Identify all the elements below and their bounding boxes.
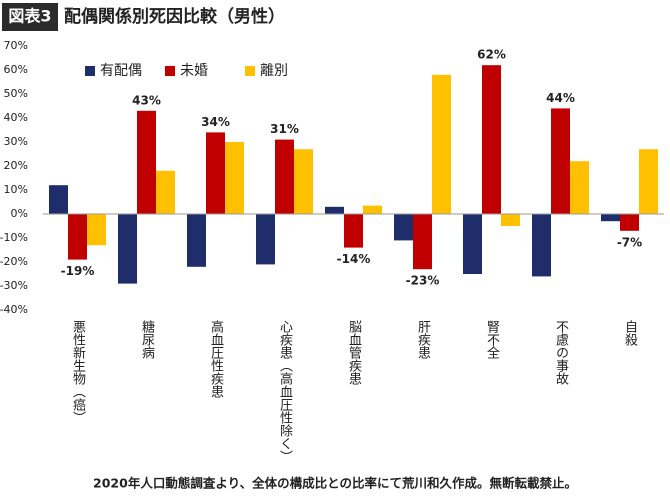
bar — [532, 214, 551, 277]
y-tick-label: 0% — [11, 207, 28, 220]
bar — [601, 214, 620, 222]
y-tick-label: -30% — [0, 279, 28, 292]
bar — [87, 214, 106, 246]
y-tick-label: -10% — [0, 231, 28, 244]
bar — [501, 214, 520, 226]
y-tick-label: 70% — [4, 39, 28, 52]
x-tick-label: 自殺 — [622, 320, 638, 347]
bar — [225, 142, 244, 214]
bar — [570, 161, 589, 214]
bar — [156, 170, 175, 214]
bar — [275, 139, 294, 214]
bar — [551, 108, 570, 214]
legend-swatch — [245, 66, 255, 76]
bar — [294, 149, 313, 214]
x-tick-label: 肝疾患 — [415, 320, 431, 359]
bar — [344, 214, 363, 248]
y-tick-label: 20% — [4, 159, 28, 172]
bar — [363, 205, 382, 214]
bar — [620, 214, 639, 231]
legend-label: 離別 — [260, 62, 288, 79]
y-tick-label: 30% — [4, 135, 28, 148]
data-label: 44% — [546, 91, 575, 105]
y-tick-label: -20% — [0, 255, 28, 268]
x-tick-label: 心疾患（高血圧性除く） — [277, 320, 293, 463]
badge-box — [2, 3, 58, 31]
x-tick-label: 糖尿病 — [139, 319, 155, 359]
data-label: -7% — [617, 235, 642, 249]
y-tick-label: 60% — [4, 63, 28, 76]
data-label: -23% — [406, 274, 440, 288]
data-label: 31% — [270, 122, 299, 136]
badge: 図表3 — [8, 7, 51, 26]
x-tick-label: 高血圧性疾患 — [208, 319, 224, 398]
data-label: -14% — [337, 252, 371, 266]
bar — [325, 206, 344, 214]
bar — [256, 214, 275, 265]
bar — [482, 65, 501, 214]
x-tick-label: 腎不全 — [484, 320, 500, 359]
chart-title: 配偶関係別死因比較（男性） — [64, 6, 285, 27]
y-tick-label: -40% — [0, 303, 28, 316]
bar — [463, 214, 482, 274]
bar — [68, 214, 87, 260]
y-tick-label: 40% — [4, 111, 28, 124]
bar — [206, 132, 225, 214]
legend-swatch — [165, 66, 175, 76]
bar — [49, 185, 68, 214]
bar — [118, 214, 137, 284]
footnote: 2020年人口動態調査より、全体の構成比との比率にて荒川和久作成。無断転載禁止。 — [93, 476, 577, 491]
x-tick-label: 脳血管疾患 — [346, 320, 362, 385]
legend-swatch — [85, 66, 95, 76]
data-label: -19% — [61, 264, 95, 278]
bar — [639, 149, 658, 214]
bar — [432, 74, 451, 214]
bar — [137, 110, 156, 214]
data-label: 62% — [477, 48, 506, 62]
y-tick-label: 50% — [4, 87, 28, 100]
bar — [413, 214, 432, 270]
legend-label: 未婚 — [180, 63, 208, 79]
legend-label: 有配偶 — [100, 63, 142, 79]
bar — [187, 214, 206, 267]
y-tick-label: 10% — [4, 183, 28, 196]
bar — [394, 214, 413, 241]
data-label: 43% — [132, 93, 161, 107]
data-label: 34% — [201, 115, 230, 129]
x-tick-label: 悪性新生物（癌） — [70, 320, 86, 424]
x-tick-label: 不慮の事故 — [553, 320, 569, 385]
